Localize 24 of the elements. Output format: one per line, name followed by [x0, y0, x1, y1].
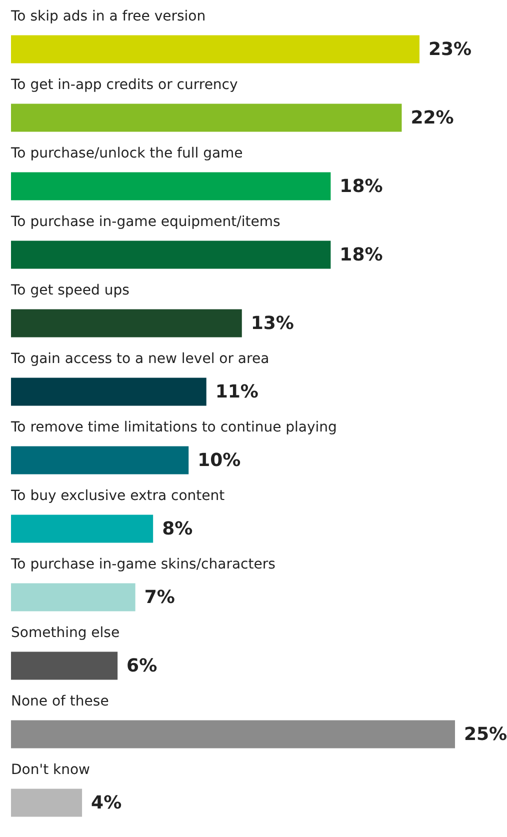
data-label: 7% — [144, 586, 175, 608]
y-tick-label: To get speed ups — [10, 282, 130, 298]
data-label: 6% — [126, 655, 158, 676]
data-label: 22% — [410, 107, 454, 128]
y-tick-label: Something else — [11, 624, 120, 641]
y-tick-label: To skip ads in a free version — [10, 8, 206, 24]
y-tick-label: To purchase/unlock the full game — [10, 145, 243, 162]
y-tick-label: To purchase in-game equipment/items — [10, 214, 280, 230]
data-label: 25% — [464, 724, 507, 745]
data-label: 18% — [340, 244, 383, 266]
data-label: 11% — [215, 381, 258, 402]
y-tick-label: To buy exclusive extra content — [10, 488, 226, 504]
y-tick-label: To get in-app credits or currency — [10, 76, 238, 93]
data-label: 10% — [198, 450, 241, 471]
y-tick-label: To gain access to a new level or area — [10, 350, 270, 367]
data-label: 4% — [91, 792, 122, 814]
data-label: 23% — [428, 38, 472, 60]
y-tick-label: Don't know — [11, 762, 90, 778]
y-tick-label: To remove time limitations to continue playing — [10, 419, 337, 436]
y-tick-label: To purchase in-game skins/characters — [10, 556, 276, 572]
data-label: 13% — [250, 312, 294, 334]
data-label: 8% — [162, 518, 193, 540]
data-label: 18% — [340, 176, 383, 197]
y-tick-label: None of these — [11, 693, 109, 710]
